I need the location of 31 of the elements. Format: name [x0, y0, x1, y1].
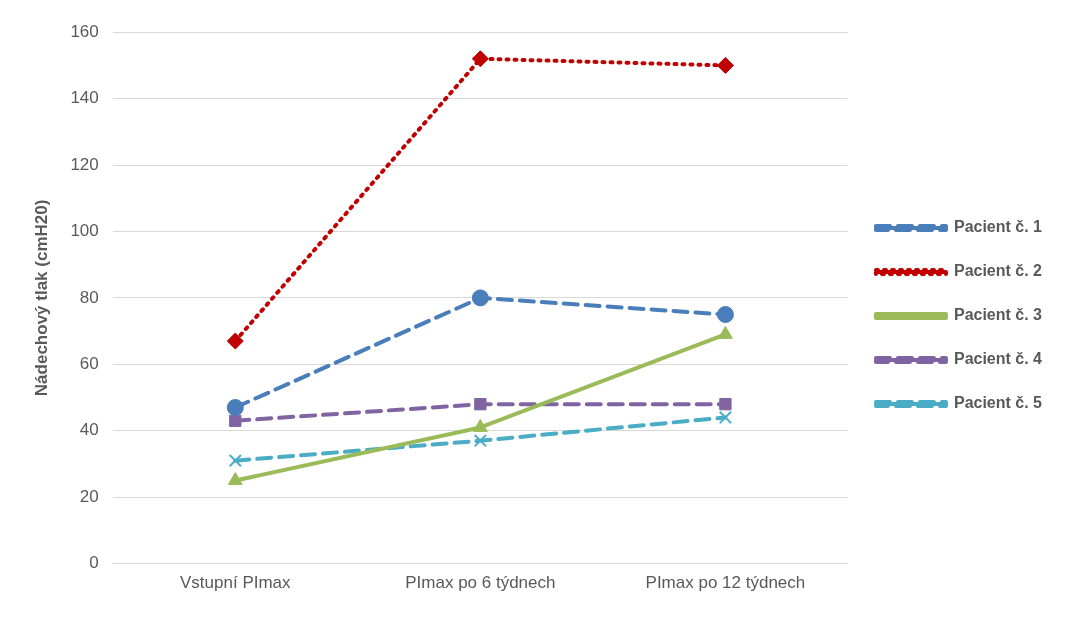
- y-tick-label: 140: [70, 88, 99, 108]
- point: [716, 56, 734, 74]
- legend-label: Pacient č. 4: [953, 350, 1043, 368]
- legend-label: Pacient č. 3: [953, 306, 1043, 324]
- point: [471, 50, 489, 68]
- point: [226, 399, 244, 416]
- point: [474, 398, 487, 411]
- x-tick-label: PImax po 6 týdnech: [405, 573, 556, 593]
- y-axis-title: Nádechový tlak (cmH20): [31, 199, 51, 397]
- point: [716, 306, 734, 324]
- y-tick-label: 40: [79, 420, 99, 440]
- point: [229, 414, 242, 427]
- y-tick-label: 0: [89, 553, 99, 573]
- y-tick-label: 60: [79, 354, 99, 374]
- legend-label: Pacient č. 5: [953, 394, 1043, 412]
- y-tick-label: 160: [70, 21, 99, 41]
- point: [718, 410, 733, 425]
- x-tick-label: Vstupní PImax: [180, 573, 292, 593]
- y-tick-label: 100: [70, 221, 99, 241]
- point: [227, 472, 243, 486]
- legend-label: Pacient č. 1: [953, 218, 1043, 236]
- y-tick-label: 20: [79, 486, 99, 506]
- y-tick-label: 80: [79, 287, 99, 307]
- legend-label: Pacient č. 2: [953, 262, 1043, 280]
- point: [228, 453, 242, 468]
- y-tick-label: 120: [70, 154, 99, 174]
- point: [471, 289, 489, 307]
- point: [473, 434, 488, 448]
- point: [719, 398, 732, 411]
- x-tick-label: PImax po 12 týdnech: [645, 573, 806, 593]
- point: [226, 332, 244, 350]
